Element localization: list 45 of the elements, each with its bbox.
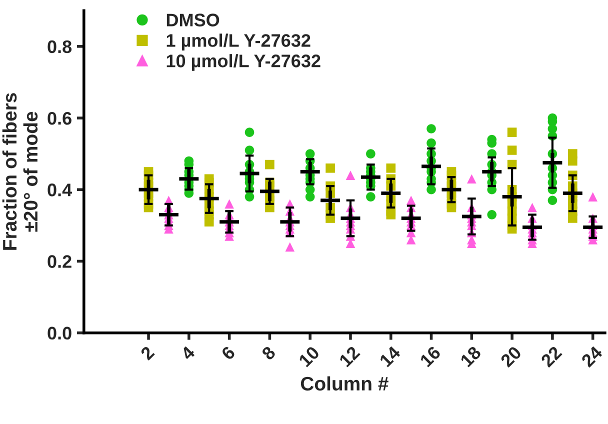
point	[137, 178, 160, 202]
point	[177, 167, 200, 190]
x-tick-label: 16	[419, 345, 442, 368]
x-axis-title: Column #	[300, 376, 388, 391]
x-tick-label: 22	[540, 345, 562, 368]
y-tick-label: 0.4	[48, 184, 72, 196]
point	[198, 187, 221, 210]
point	[581, 216, 604, 239]
point	[218, 210, 241, 234]
point	[520, 216, 544, 239]
x-tick-label: 8	[260, 345, 276, 361]
y-tick-label: 0.6	[48, 112, 72, 125]
x-tick-label: 10	[298, 346, 320, 368]
point	[298, 160, 322, 184]
x-tick-label: 18	[460, 345, 482, 368]
point	[480, 160, 504, 184]
legend-label: DMSO	[166, 14, 220, 26]
point	[420, 154, 443, 178]
x-tick-label: 6	[220, 345, 236, 361]
point	[258, 180, 282, 203]
x-tick-label: 20	[500, 346, 522, 368]
x-tick-label: 2	[140, 345, 155, 361]
point	[339, 206, 362, 230]
point	[157, 203, 180, 226]
x-tick-label: 4	[180, 345, 196, 361]
point	[440, 178, 463, 202]
x-tick-label: 12	[338, 345, 360, 368]
legend-label: 1 µmol/L Y-27632	[166, 34, 310, 50]
point	[561, 182, 584, 205]
legend-label: 10 µmol/L Y-27632	[166, 54, 320, 71]
y-axis-title: Fraction of fibers ±20° of mode	[2, 93, 38, 250]
y-tick-label: 0.2	[48, 255, 72, 268]
point	[540, 151, 564, 174]
y-tick-label: 0.8	[48, 40, 72, 54]
x-tick-label: 14	[379, 345, 402, 368]
point	[460, 205, 484, 228]
x-tick-label: 24	[580, 345, 604, 368]
point	[400, 206, 423, 230]
point	[278, 210, 302, 234]
y-tick-label: 0.0	[48, 326, 72, 340]
point	[500, 185, 524, 208]
point	[238, 162, 261, 185]
point	[318, 188, 342, 212]
point	[379, 182, 402, 205]
point	[359, 166, 382, 189]
